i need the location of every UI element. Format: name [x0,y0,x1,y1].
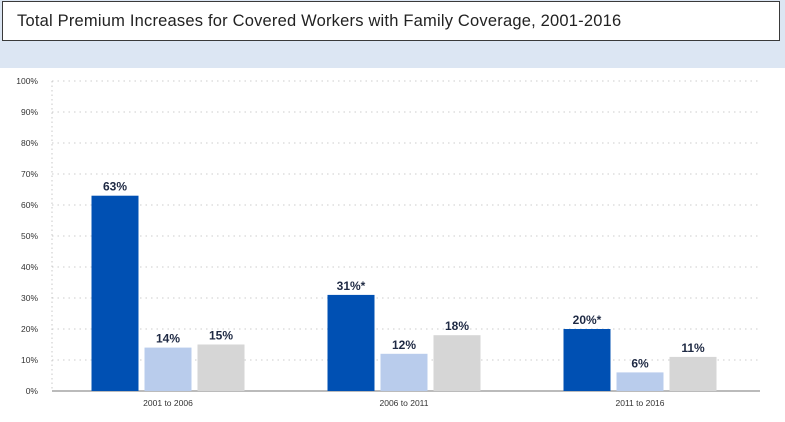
bar-value-label: 12% [392,338,416,352]
y-tick-label: 100% [16,76,38,86]
bar [197,344,245,391]
bar-value-label: 6% [631,356,649,370]
bar-value-label: 31%* [337,279,366,293]
bar-value-label: 18% [445,319,469,333]
y-tick-label: 30% [21,293,38,303]
chart-title: Total Premium Increases for Covered Work… [2,1,780,41]
bar-value-label: 20%* [573,313,602,327]
y-tick-label: 80% [21,138,38,148]
y-tick-label: 20% [21,324,38,334]
bar-value-label: 63% [103,180,127,194]
y-tick-label: 40% [21,262,38,272]
y-tick-label: 50% [21,231,38,241]
y-tick-label: 10% [21,355,38,365]
bar [433,335,481,391]
bar [669,356,717,391]
bar [616,372,664,391]
y-tick-label: 70% [21,169,38,179]
bar-value-label: 11% [681,341,705,355]
x-category-label: 2006 to 2011 [380,398,429,408]
y-tick-label: 60% [21,200,38,210]
bar [327,294,375,391]
bar [380,353,428,391]
bar-value-label: 15% [209,329,233,343]
y-tick-label: 0% [26,386,39,396]
bar [144,347,192,391]
x-category-label: 2001 to 2006 [143,398,193,408]
bar [563,329,611,391]
bar-value-label: 14% [156,332,180,346]
x-category-label: 2011 to 2016 [616,398,665,408]
y-tick-label: 90% [21,107,38,117]
bar-chart: 0% 10% 20% 30% 40% 50% 60% 70% 80% 90% 100% 63% 14%… [16,76,760,408]
chart-panel: 0% 10% 20% 30% 40% 50% 60% 70% 80% 90% 100% 63% 14%… [0,68,785,422]
bar [91,195,139,391]
